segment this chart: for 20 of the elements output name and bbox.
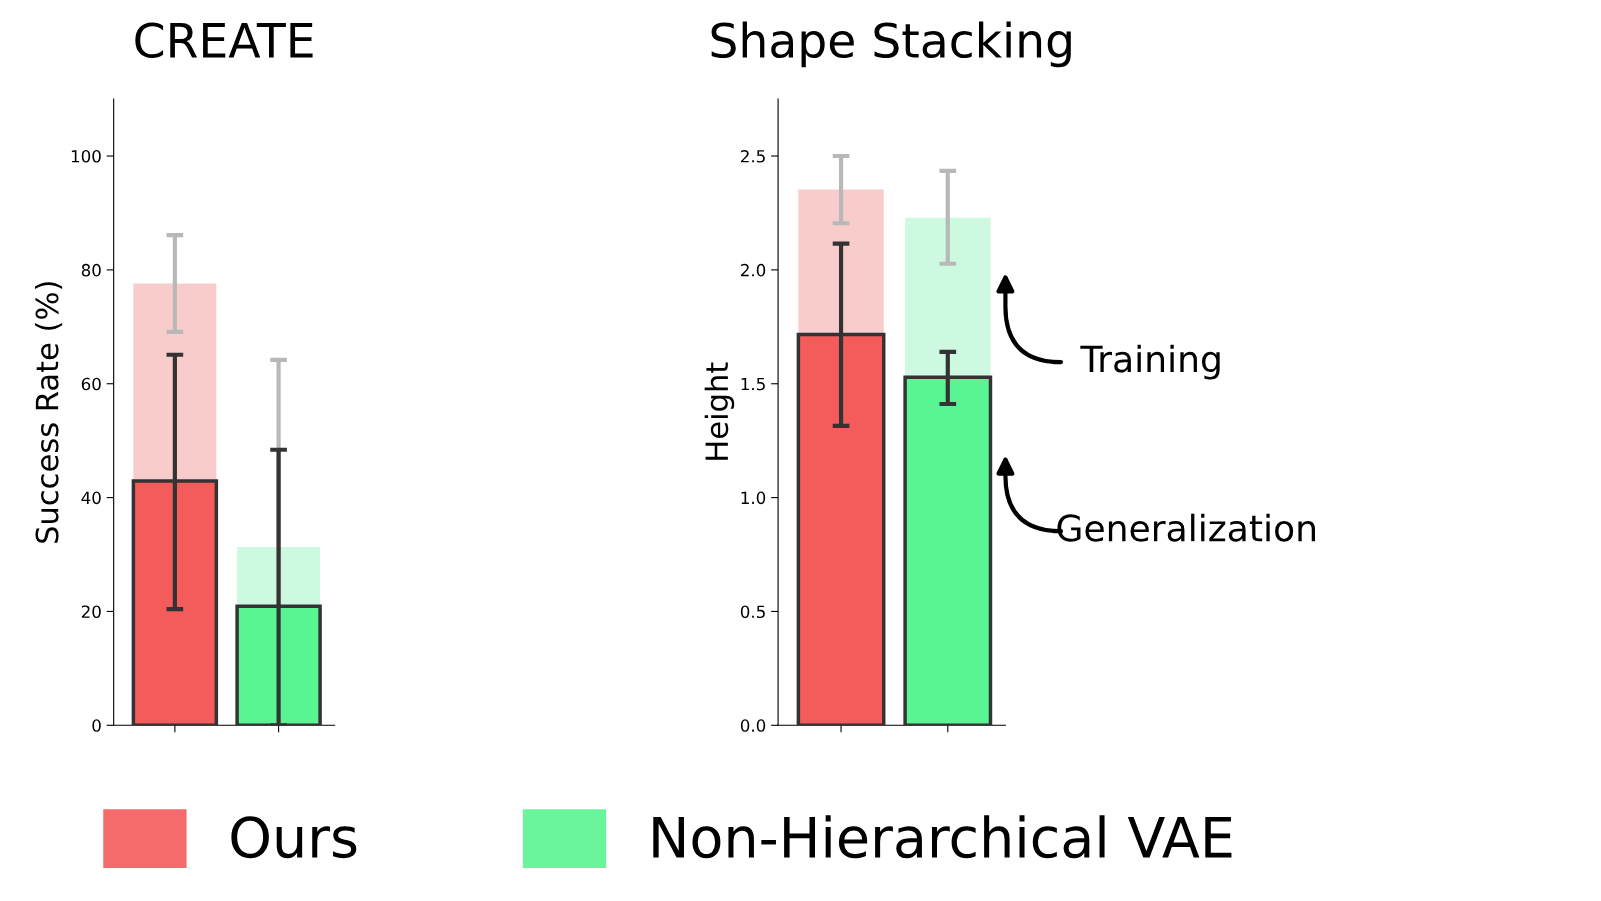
chart-title: Shape Stacking bbox=[711, 21, 1071, 68]
legend-label: Ours bbox=[231, 816, 357, 859]
text: Generalization bbox=[1057, 513, 1315, 542]
y-tick-label: 40 bbox=[81, 491, 101, 505]
y-tick-label: 0.0 bbox=[740, 719, 766, 732]
legend-label: Non-Hierarchical VAE bbox=[653, 815, 1232, 859]
y-tick-label: 2.0 bbox=[741, 263, 766, 277]
y-axis-title: Height bbox=[704, 362, 735, 460]
y-tick-label: 0.5 bbox=[740, 605, 765, 619]
y-tick-label: 1.5 bbox=[741, 377, 765, 391]
y-tick-label: 0 bbox=[92, 719, 101, 732]
y-tick-label: 60 bbox=[81, 377, 101, 391]
text: Training bbox=[1080, 344, 1220, 380]
y-tick-label: 20 bbox=[81, 605, 101, 619]
y-tick-label: 80 bbox=[81, 263, 101, 277]
chart-title: CREATE bbox=[135, 22, 313, 59]
y-tick-label: 100 bbox=[71, 150, 101, 163]
y-axis-title: Success Rate (%) bbox=[34, 282, 63, 543]
y-tick-label: 1.0 bbox=[741, 491, 766, 505]
y-tick-label: 2.5 bbox=[741, 150, 765, 163]
